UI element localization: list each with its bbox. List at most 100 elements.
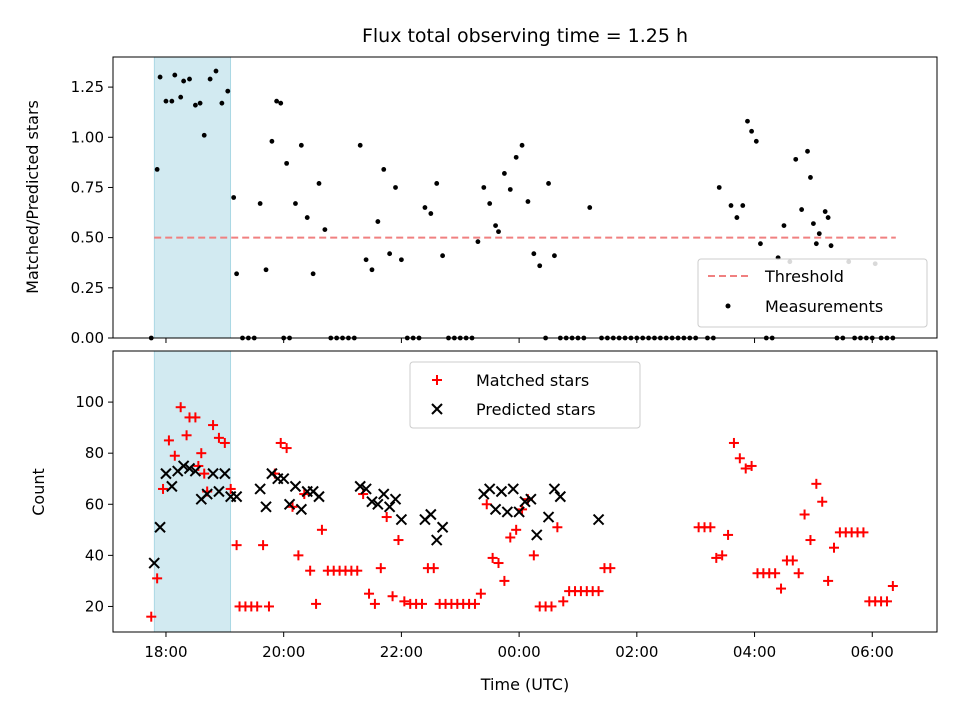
predicted-star-stroke-b [360,483,372,495]
measurement-point [816,231,822,237]
matched-star-point [746,460,757,471]
measurement-point [263,267,269,273]
predicted-star-point [354,480,366,493]
measurement-point [728,203,734,208]
bottom-y-ticks: 20 40 60 80 100 [75,393,113,615]
predicted-star-stroke-b [307,485,319,498]
predicted-star-stroke-b [295,503,308,516]
predicted-star-stroke-b [389,493,402,505]
predicted-star-stroke-b [219,467,231,480]
predicted-star-stroke-b [495,485,508,498]
measurement-point [513,154,519,160]
matched-star-point [723,529,734,540]
predicted-star-stroke-b [277,473,290,485]
measurement-point [587,205,593,210]
measurement-point [399,257,404,263]
matched-star-point [263,601,274,612]
x-tick-label: 04:00 [733,643,776,661]
matched-star-point [281,443,292,454]
measurement-point [293,201,298,206]
predicted-star-stroke-b [431,534,443,546]
predicted-star-stroke-b [519,496,531,508]
bottom-x-ticks: 18:00 20:00 22:00 00:00 02:00 04:00 06:00 [144,632,894,661]
matched-star-point [505,532,516,543]
measurement-point [225,88,231,94]
bot-y-tick-label: 40 [85,546,104,564]
predicted-star-point [254,483,266,495]
measurement-point [219,100,225,106]
predicted-star-point [213,485,225,498]
top-y-tick-label: 1.25 [71,78,104,96]
matched-star-point [428,563,439,574]
predicted-star-stroke-b [154,521,166,533]
measurement-point [357,142,363,148]
predicted-star-stroke-b [483,483,496,495]
measurement-point [745,118,750,124]
predicted-star-stroke-b [378,488,390,500]
predicted-star-stroke-b [283,498,296,510]
measurement-point [813,241,819,247]
x-tick-label: 22:00 [380,643,423,661]
top-y-ticks: 0.00 0.25 0.50 0.75 1.00 1.25 [71,78,113,347]
predicted-star-stroke-b [592,513,605,526]
predicted-star-stroke-b [372,498,384,510]
matched-star-point [163,435,174,446]
matched-star-point [252,601,263,612]
predicted-star-stroke-b [201,488,213,500]
matched-star-point [499,575,510,586]
matched-star-point [305,565,316,576]
measurement-point [163,98,169,104]
predicted-star-stroke-b [513,506,525,518]
matched-star-point [858,527,869,538]
matched-star-point [475,588,486,599]
measurement-point [284,160,290,166]
predicted-star-stroke-b [313,490,325,503]
measurement-point [310,271,316,277]
matched-star-point [375,563,386,574]
measurement-point [716,185,722,190]
matched-star-point [175,402,186,413]
matched-star-point [511,524,522,535]
predicted-star-stroke-b [366,496,378,508]
predicted-star-point [219,467,231,480]
measurement-point [369,267,375,273]
matched-star-point [208,420,219,431]
predicted-star-point [177,460,190,472]
matched-star-point [717,550,728,561]
measurement-point [537,263,543,269]
measurement-point [805,148,810,154]
matched-star-point [225,483,236,494]
measurement-point [531,251,537,257]
measurement-point [753,138,759,144]
measurement-point [375,219,381,224]
predicted-star-point [166,480,178,493]
measurement-point [197,100,203,106]
matched-star-point [487,552,498,563]
predicted-star-point [389,493,402,505]
predicted-star-point [201,488,213,500]
matched-star-point [417,598,427,609]
predicted-star-stroke-b [531,529,543,541]
measurement-point [740,203,746,208]
measurement-point [481,185,487,190]
matched-star-point [734,453,745,464]
predicted-star-point [230,490,243,503]
matched-star-point [528,550,539,561]
predicted-star-point [495,485,508,498]
matched-star-point [199,468,210,479]
top-y-tick-label: 0.00 [71,329,104,347]
measurement-point [154,167,160,172]
predicted-star-point [207,467,219,480]
measurement-point [157,74,163,80]
predicted-star-point [383,501,396,513]
predicted-star-stroke-b [266,467,278,480]
matched-star-point [881,596,892,607]
matched-star-point [776,583,787,594]
predicted-star-stroke-b [148,557,160,569]
matched-stars-group [146,402,898,622]
predicted-star-stroke-b [436,521,449,533]
measurement-point [181,78,187,84]
top-y-tick-label: 0.75 [71,178,104,196]
top-y-axis-label: Matched/Predicted stars [23,100,42,294]
measurement-point [825,215,831,220]
